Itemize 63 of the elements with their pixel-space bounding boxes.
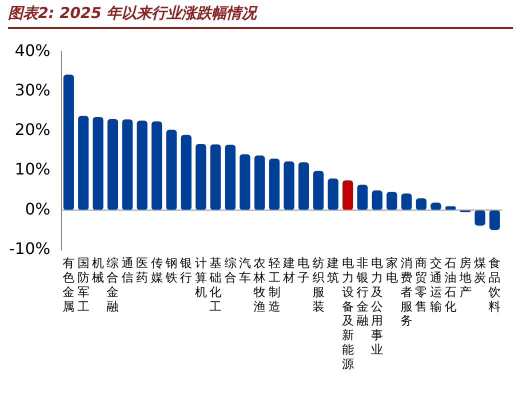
x-tick-label: 消费者服务 — [400, 256, 413, 328]
bar — [196, 144, 206, 210]
bar — [328, 178, 338, 210]
x-tick-label: 建材 — [282, 256, 296, 285]
bar — [92, 117, 104, 210]
y-tick-label: 0% — [24, 199, 50, 218]
bar — [298, 162, 309, 210]
x-tick-label: 钢铁 — [164, 256, 178, 285]
x-tick-label: 银行 — [179, 256, 192, 285]
x-tick-label: 食品饮料 — [488, 256, 501, 314]
bar — [342, 180, 354, 210]
bar — [489, 210, 500, 230]
x-tick-label: 有色金属 — [62, 256, 75, 314]
y-tick-label: -10% — [8, 238, 50, 258]
x-tick-label: 电力设备及新能源 — [342, 256, 354, 371]
bar — [401, 194, 412, 210]
x-tick-label: 机械 — [92, 256, 104, 285]
bar — [166, 130, 177, 210]
x-tick-label: 家电 — [386, 256, 398, 285]
x-tick-label: 电力及公用事业 — [371, 256, 384, 357]
bar — [240, 154, 250, 210]
bar — [224, 144, 236, 210]
x-tick-label: 综合金融 — [106, 256, 119, 314]
x-tick-label: 基础化工 — [208, 256, 222, 314]
y-tick-label: 10% — [14, 160, 50, 179]
x-tick-label: 传媒 — [150, 256, 163, 285]
x-tick-label: 电子 — [298, 256, 310, 285]
bar — [386, 192, 398, 210]
bar — [284, 161, 294, 210]
x-tick-label: 非银行金融 — [355, 256, 368, 328]
x-tick-label: 轻工制造 — [268, 256, 280, 314]
bar — [152, 121, 162, 210]
x-tick-label: 纺织服装 — [312, 256, 324, 314]
x-tick-label: 房地产 — [458, 256, 472, 299]
x-tick-label: 医药 — [136, 256, 148, 285]
bar — [313, 170, 324, 210]
y-tick-label: 30% — [14, 80, 50, 100]
bar — [180, 134, 192, 210]
x-tick-label: 石油石化 — [444, 256, 457, 314]
bar — [136, 120, 148, 210]
x-tick-label: 通信 — [121, 256, 134, 285]
bar — [107, 118, 118, 210]
x-tick-label: 商贸零售 — [415, 256, 428, 314]
x-tick-label: 综合 — [224, 256, 236, 285]
x-tick-label: 建筑 — [326, 256, 340, 285]
chart-title: 图表2: 2025 年以来行业涨跌幅情况 — [8, 4, 513, 29]
x-tick-label: 计算机 — [194, 256, 207, 299]
x-tick-label: 汽车 — [238, 256, 251, 285]
y-tick-label: 40% — [14, 40, 50, 60]
x-tick-label: 煤炭 — [474, 256, 486, 285]
bar — [372, 190, 382, 210]
bar — [63, 74, 74, 210]
bar — [357, 184, 368, 210]
x-tick-label: 交通运输 — [430, 256, 442, 314]
x-tick-label: 国防军工 — [77, 256, 90, 314]
bar — [122, 119, 133, 210]
bar — [78, 116, 89, 210]
bar — [269, 158, 280, 210]
bar — [474, 210, 486, 226]
y-tick-label: 20% — [14, 120, 50, 140]
bar — [210, 144, 221, 210]
bar — [254, 155, 265, 210]
x-tick-label: 农林牧渔 — [252, 256, 266, 314]
